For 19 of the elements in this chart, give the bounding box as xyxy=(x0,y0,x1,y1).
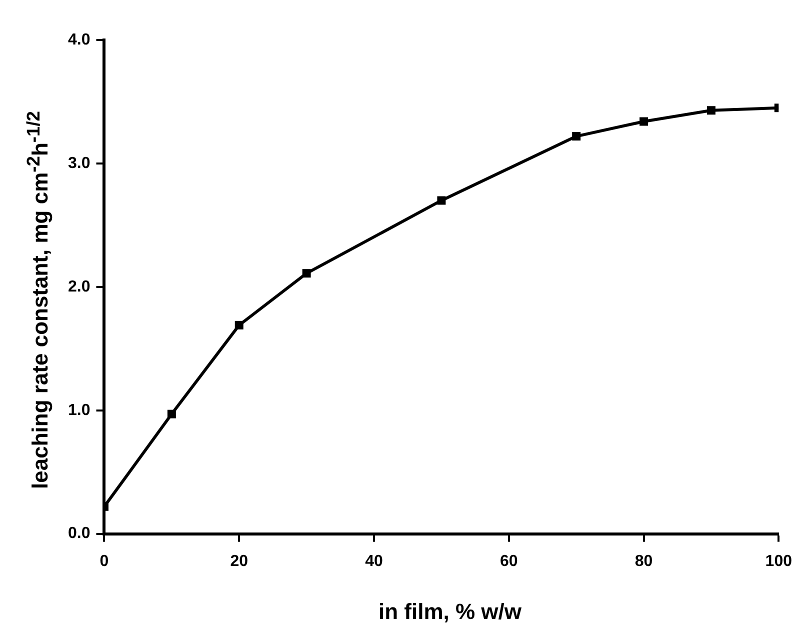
point xyxy=(572,132,581,141)
x-tick-label: 20 xyxy=(230,552,248,570)
x-tick-label: 100 xyxy=(765,552,792,570)
point xyxy=(167,410,176,418)
x-tick-label: 40 xyxy=(365,552,384,570)
point xyxy=(302,269,311,278)
point xyxy=(640,117,648,126)
point xyxy=(437,196,446,205)
y-tick-label: 0.0 xyxy=(68,525,90,542)
x-tick-label: 60 xyxy=(500,552,518,570)
y-tick-label: 1.0 xyxy=(68,402,90,419)
y-tick-label: 4.0 xyxy=(68,31,90,48)
point xyxy=(234,320,244,330)
x-axis-title: in film, % w/w xyxy=(378,599,522,625)
x-tick-label: 0 xyxy=(100,552,109,570)
y-tick-label: 2.0 xyxy=(68,278,90,296)
point xyxy=(706,106,716,115)
y-tick-label: 3.0 xyxy=(68,154,90,172)
x-tick-label: 80 xyxy=(634,552,653,570)
